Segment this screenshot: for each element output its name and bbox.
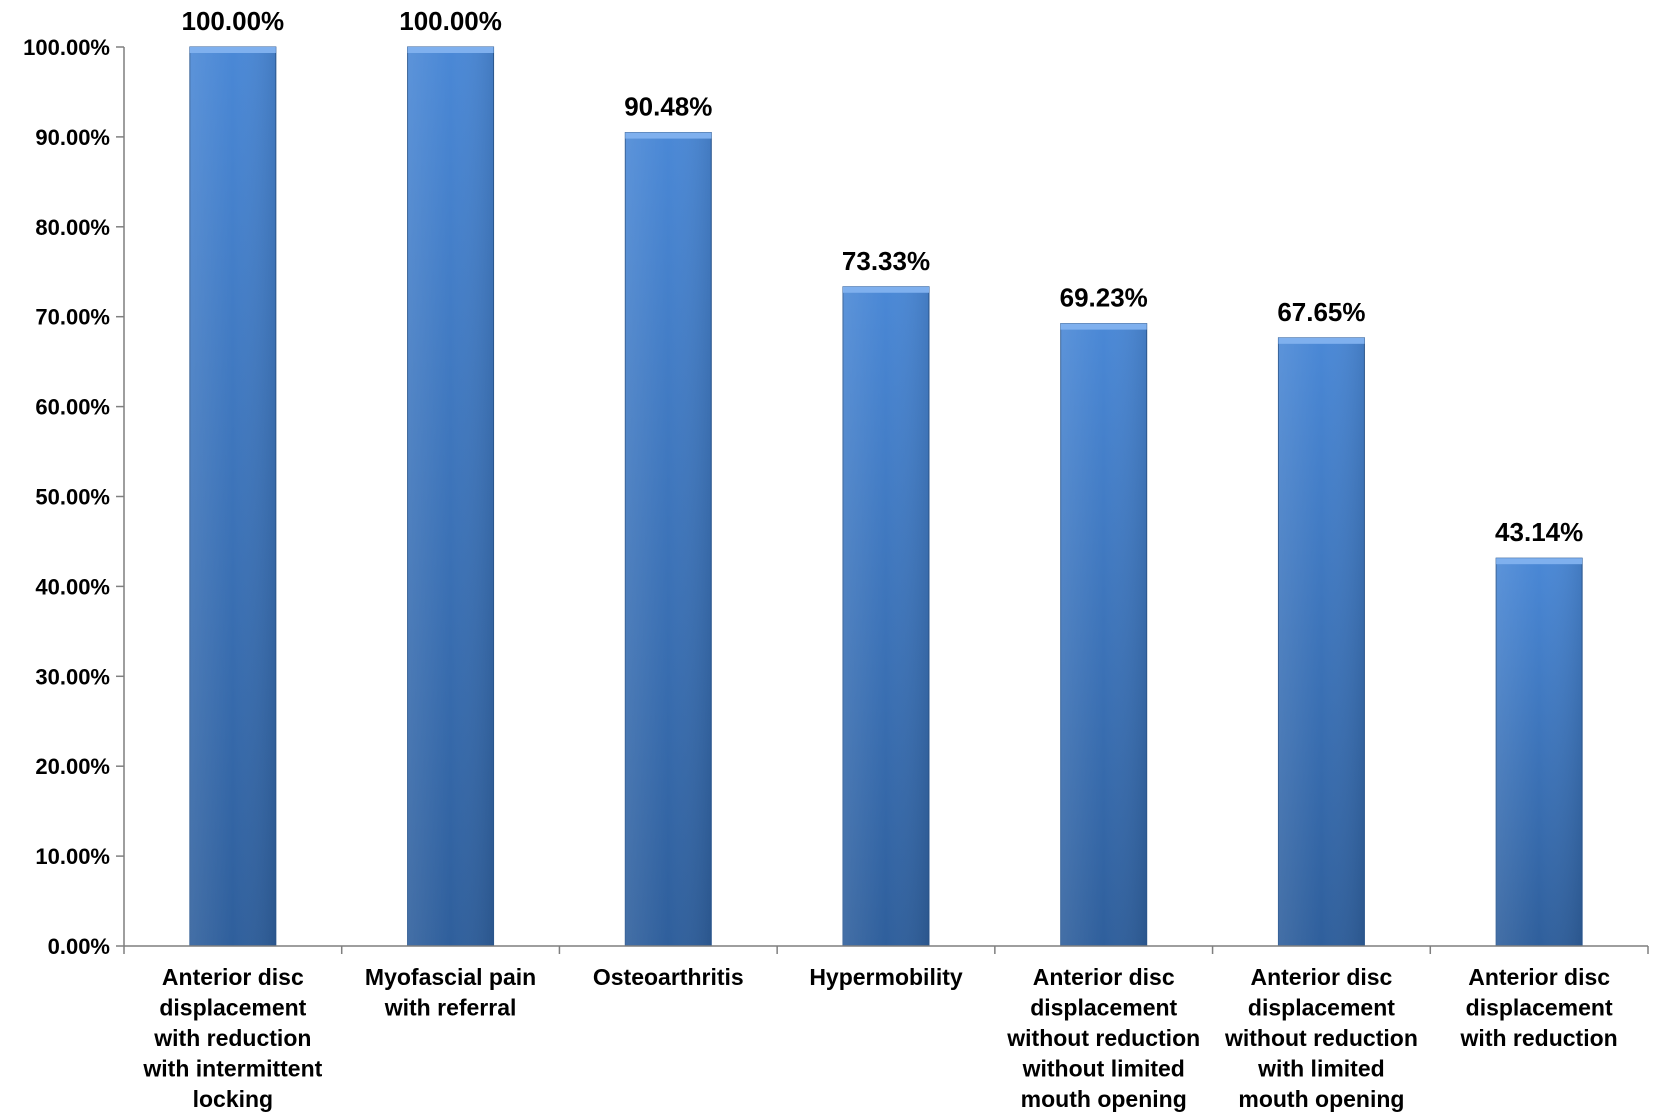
- category-label-line: displacement: [159, 995, 306, 1021]
- category-label-line: with limited: [1257, 1056, 1385, 1082]
- category-label: Anterior disc displacement with reduction: [1460, 964, 1618, 1051]
- bar-sheen: [843, 286, 929, 946]
- y-tick-label: 50.00%: [35, 485, 110, 510]
- bar-top-highlight: [843, 286, 929, 293]
- category-label-line: without reduction: [1006, 1025, 1200, 1051]
- value-label: 100.00%: [399, 6, 502, 36]
- category-label-line: Osteoarthritis: [593, 964, 744, 990]
- bar-top-highlight: [1060, 323, 1147, 330]
- bar-top-highlight: [625, 132, 712, 139]
- value-label: 90.48%: [624, 92, 712, 122]
- y-tick-label: 90.00%: [35, 125, 110, 150]
- category-label: Hypermobility: [809, 964, 963, 990]
- y-tick-label: 60.00%: [35, 395, 110, 420]
- category-label-line: with reduction: [153, 1025, 311, 1051]
- category-label-line: with referral: [384, 995, 517, 1021]
- bar-top-highlight: [1496, 558, 1583, 565]
- category-label: Anterior disc displacement with reduction w…: [142, 964, 322, 1112]
- y-tick-label: 40.00%: [35, 574, 110, 599]
- bar-top-highlight: [189, 47, 276, 53]
- category-label-line: mouth opening: [1238, 1086, 1404, 1112]
- value-label: 100.00%: [182, 6, 285, 36]
- bar-sheen: [625, 132, 712, 947]
- value-label: 69.23%: [1060, 283, 1148, 313]
- y-tick-label: 10.00%: [35, 844, 110, 869]
- y-tick-label: 100.00%: [23, 35, 110, 60]
- category-label-line: with reduction: [1460, 1025, 1618, 1051]
- value-label: 73.33%: [842, 246, 930, 276]
- category-label-line: Anterior disc: [1033, 964, 1175, 990]
- bar-sheen: [1496, 558, 1583, 946]
- category-label-line: without reduction: [1224, 1025, 1418, 1051]
- data-labels: 100.00% 100.00% 90.48% 73.33% 69.23% 67.65% 43…: [182, 6, 1584, 547]
- category-label-line: mouth opening: [1021, 1086, 1187, 1112]
- y-tick-label: 80.00%: [35, 215, 110, 240]
- value-label: 67.65%: [1277, 297, 1365, 327]
- y-tick-label: 70.00%: [35, 305, 110, 330]
- category-label-line: displacement: [1466, 995, 1613, 1021]
- bar-sheen: [1278, 337, 1365, 946]
- category-label-line: with intermittent: [142, 1056, 322, 1082]
- category-label-line: Anterior disc: [1250, 964, 1392, 990]
- category-label-line: Anterior disc: [162, 964, 304, 990]
- category-label: Anterior disc displacement without reducti…: [1224, 964, 1418, 1112]
- category-label-line: Hypermobility: [809, 964, 963, 990]
- category-label: Anterior disc displacement without reducti…: [1006, 964, 1200, 1112]
- value-label: 43.14%: [1495, 517, 1583, 547]
- bar-sheen: [1060, 323, 1147, 946]
- y-tick-label: 30.00%: [35, 664, 110, 689]
- bar-top-highlight: [407, 47, 494, 53]
- bar-sheen: [407, 47, 494, 946]
- y-tick-label: 20.00%: [35, 754, 110, 779]
- y-tick-label: 0.00%: [48, 934, 110, 959]
- bars: [189, 46, 1583, 947]
- x-axis: Anterior disc displacement with reduction w…: [123, 945, 1649, 1112]
- category-label: Myofascial pain with referral: [365, 964, 536, 1021]
- y-axis: 0.00% 10.00% 20.00% 30.00% 40.00% 50.00% 60.00…: [23, 35, 125, 959]
- category-label-line: Myofascial pain: [365, 964, 536, 990]
- category-label-line: Anterior disc: [1468, 964, 1610, 990]
- category-label-line: displacement: [1030, 995, 1177, 1021]
- category-label-line: locking: [193, 1086, 274, 1112]
- category-label: Osteoarthritis: [593, 964, 744, 990]
- category-label-line: displacement: [1248, 995, 1395, 1021]
- bar-top-highlight: [1278, 337, 1365, 344]
- bar-sheen: [189, 47, 276, 946]
- category-label-line: without limited: [1022, 1056, 1185, 1082]
